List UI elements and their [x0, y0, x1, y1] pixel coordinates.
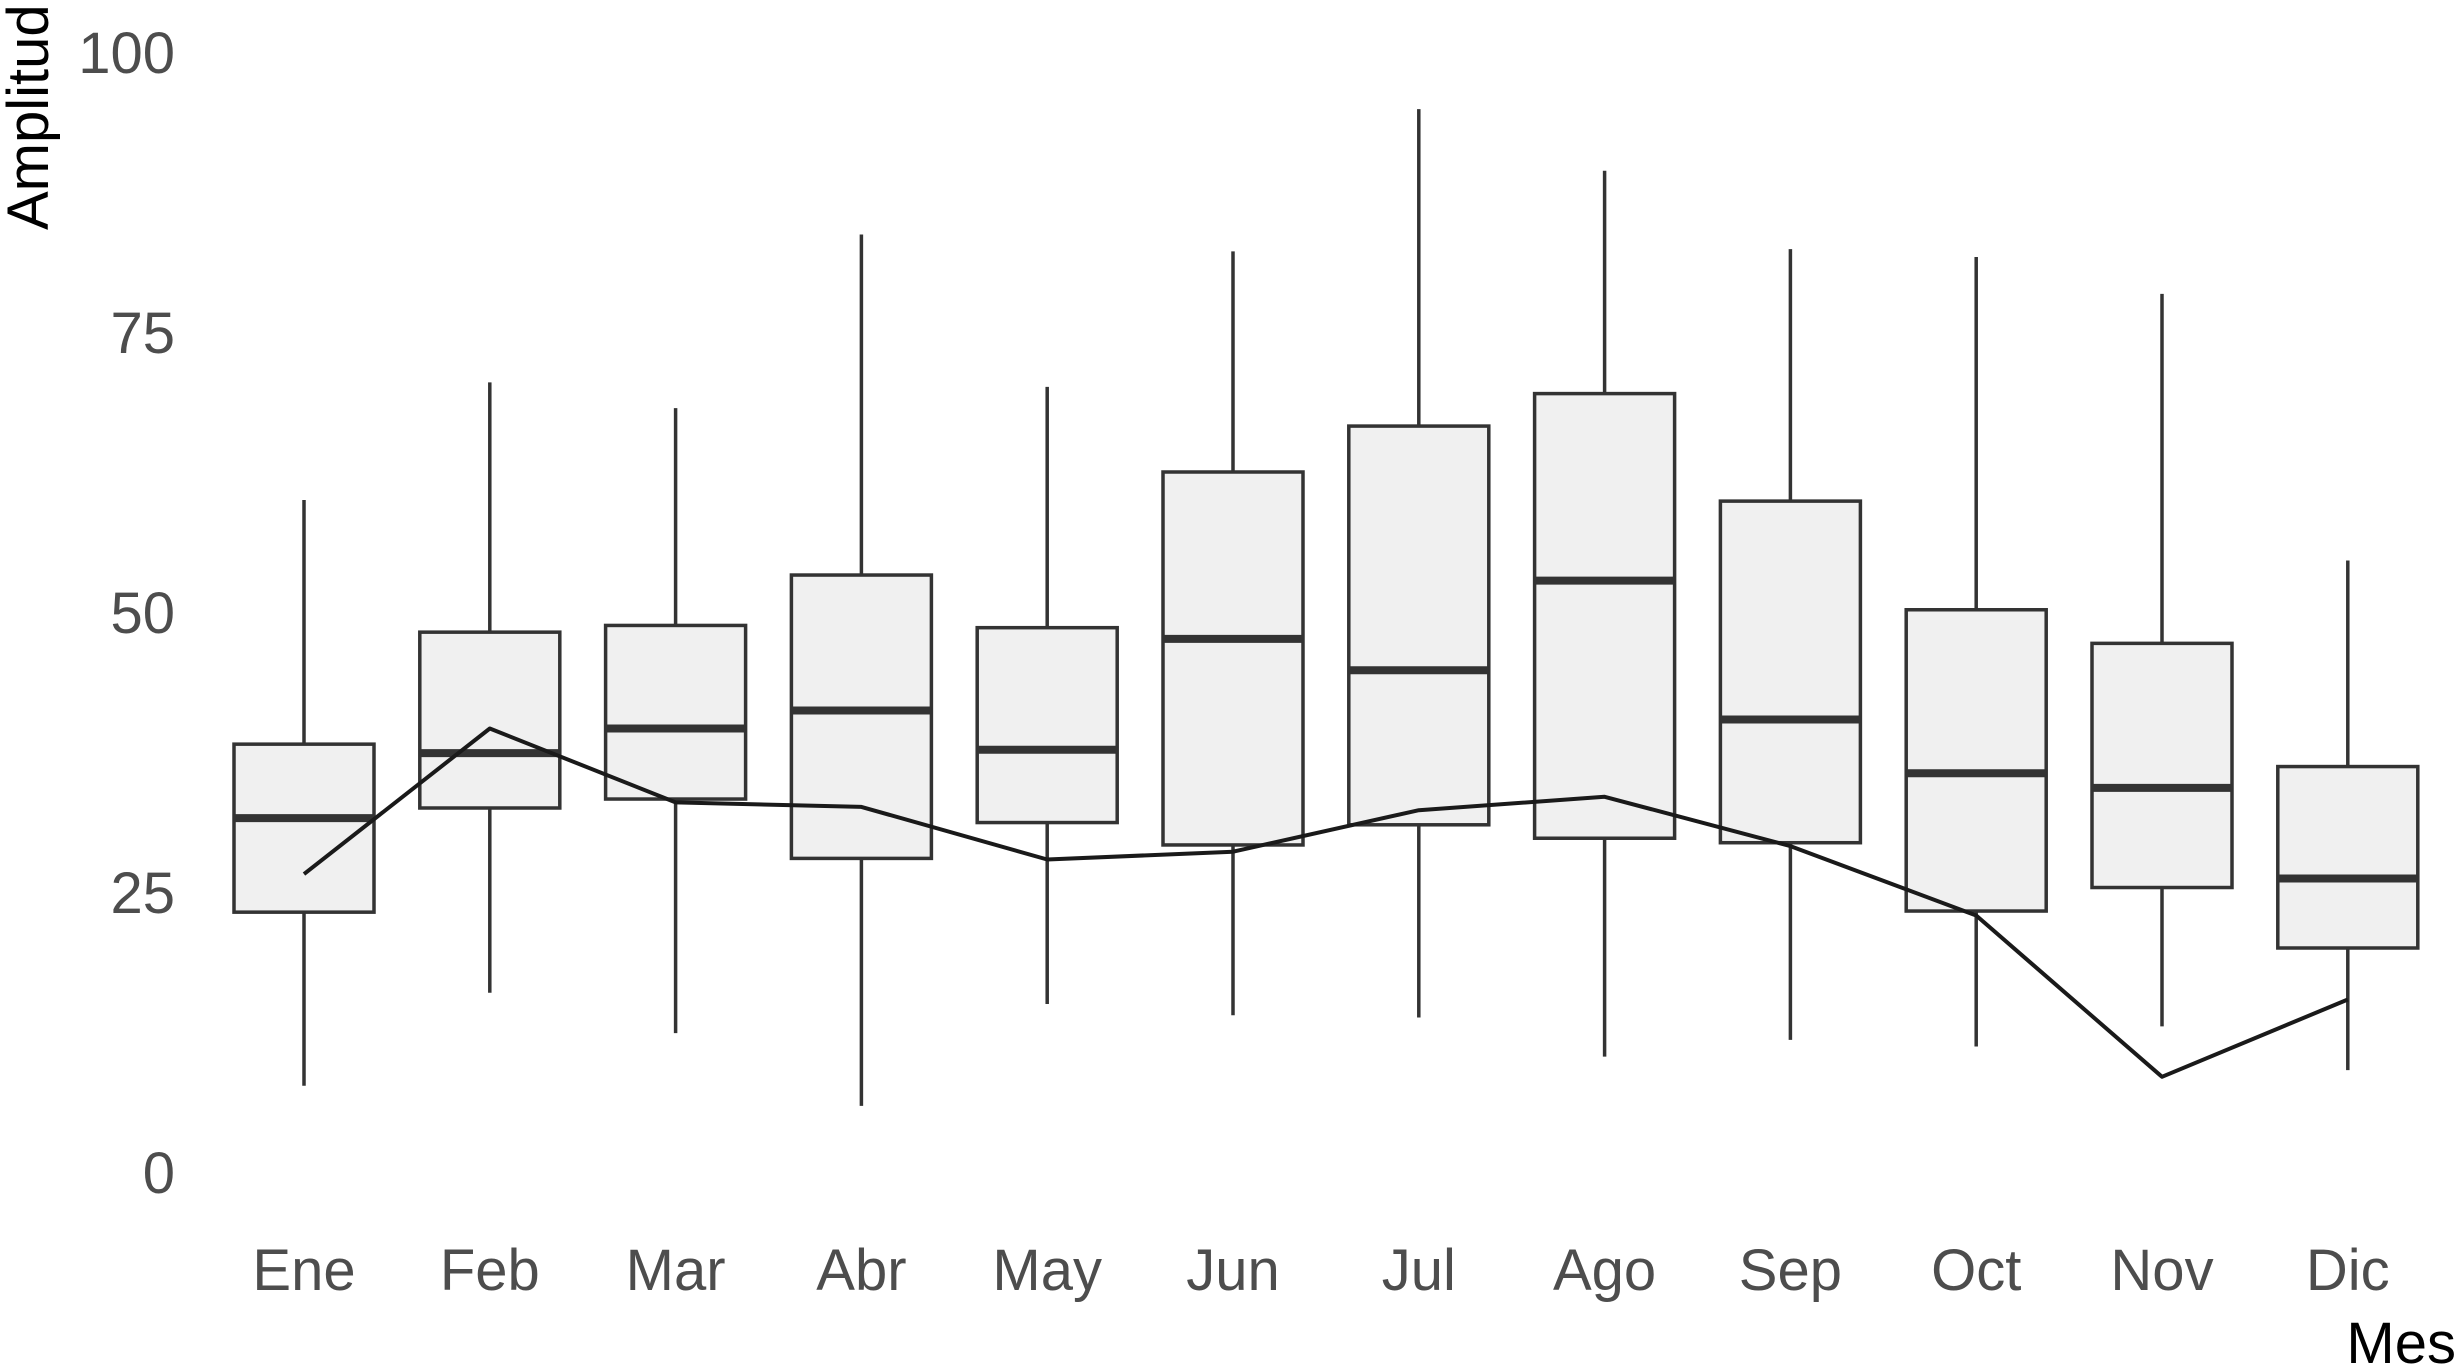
boxes-layer [232, 109, 2420, 1106]
x-tick-label-sep: Sep [1739, 1238, 1842, 1303]
y-tick-label-25: 25 [110, 861, 175, 926]
box-dic [2276, 560, 2420, 1071]
box-iqr [1904, 608, 2048, 913]
trend-line [302, 726, 2349, 1079]
box-oct [1904, 256, 2048, 1047]
x-tick-label-feb: Feb [440, 1238, 540, 1303]
box-sep [1718, 249, 1863, 1040]
box-iqr [1161, 470, 1305, 847]
line-layer [302, 726, 2349, 1079]
x-tick-label-oct: Oct [1931, 1238, 2021, 1303]
y-tick-label-75: 75 [110, 301, 175, 366]
y-axis-ticks: 0 25 50 75 100 [78, 21, 175, 1206]
box-iqr [1347, 424, 1491, 827]
box-iqr [2276, 764, 2420, 950]
box-may [975, 386, 1119, 1004]
x-tick-label-ene: Ene [252, 1238, 355, 1303]
box-iqr [1718, 499, 1863, 845]
box-jun [1161, 251, 1305, 1016]
box-ene [232, 500, 376, 1086]
box-iqr [789, 573, 934, 861]
box-nov [2090, 293, 2234, 1027]
y-tick-label-0: 0 [143, 1141, 175, 1206]
x-tick-label-jun: Jun [1186, 1238, 1280, 1303]
y-axis-title: Amplitud [0, 4, 61, 230]
x-tick-label-mar: Mar [626, 1238, 726, 1303]
y-tick-label-50: 50 [110, 581, 175, 646]
x-tick-label-jul: Jul [1382, 1238, 1456, 1303]
box-iqr [418, 630, 562, 810]
x-tick-label-dic: Dic [2306, 1238, 2390, 1303]
y-tick-label-100: 100 [78, 21, 175, 86]
x-axis-title: Mes [2346, 1311, 2456, 1367]
box-mar [603, 408, 748, 1034]
box-iqr [1532, 391, 1677, 840]
box-feb [418, 382, 562, 993]
x-tick-label-ago: Ago [1553, 1238, 1656, 1303]
x-tick-label-abr: Abr [816, 1238, 906, 1303]
x-tick-label-nov: Nov [2110, 1238, 2213, 1303]
box-iqr [603, 623, 748, 801]
box-ago [1532, 170, 1677, 1057]
x-tick-label-may: May [992, 1238, 1102, 1303]
box-abr [789, 234, 934, 1106]
x-axis-ticks: Ene Feb Mar Abr May Jun Jul Ago Sep Oct Nov Dic [252, 1238, 2389, 1303]
box-iqr [975, 625, 1119, 825]
box-iqr [2090, 641, 2234, 890]
box-iqr [232, 742, 376, 914]
box-jul [1347, 109, 1491, 1018]
